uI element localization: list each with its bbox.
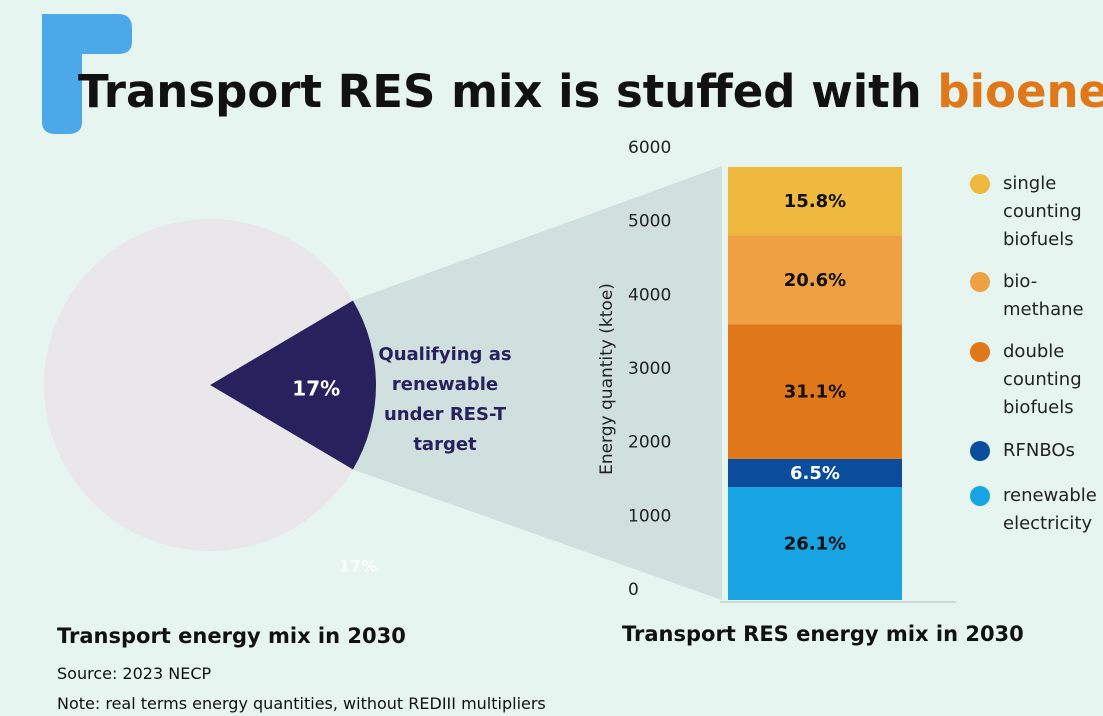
bar-value-label: 31.1% — [784, 382, 846, 403]
bar-value-label: 15.8% — [784, 191, 846, 212]
legend-marker — [970, 441, 990, 461]
bar-value-label: 20.6% — [784, 270, 846, 291]
title-text: Transport RES mix is stuffed with — [78, 65, 922, 118]
corner-decoration — [42, 14, 132, 134]
bar-segment — [728, 458, 902, 488]
y-tick-label: 4000 — [628, 285, 671, 305]
y-tick-label: 0 — [628, 580, 639, 600]
y-tick-label: 1000 — [628, 506, 671, 526]
pie-annotation: 17% — [339, 557, 377, 576]
bar-segment — [728, 487, 902, 600]
y-tick-label: 2000 — [628, 433, 671, 453]
bar-value-label: 26.1% — [784, 534, 846, 555]
y-tick-label: 3000 — [628, 359, 671, 379]
legend-marker — [970, 342, 990, 362]
bar-segment — [728, 235, 902, 325]
legend-marker — [970, 174, 990, 194]
legend-label: single counting biofuels — [1003, 173, 1082, 250]
y-axis-label: Energy quantity (ktoe) — [597, 283, 617, 475]
legend-marker — [970, 272, 990, 292]
legend-label: double counting biofuels — [1003, 341, 1082, 418]
pie-slice — [210, 300, 377, 470]
note: Note: real terms energy quantities, with… — [57, 694, 546, 713]
y-tick-label: 6000 — [628, 138, 671, 158]
pie-value-label: 17% — [292, 377, 340, 401]
legend-label: RFNBOs — [1003, 440, 1075, 461]
title: Transport RES mix is stuffed with bioene… — [78, 65, 1103, 118]
pie-title: Transport energy mix in 2030 — [57, 624, 406, 648]
y-tick-label: 5000 — [628, 212, 671, 232]
funnel — [352, 166, 722, 600]
legend-marker — [970, 486, 990, 506]
legend-label: bio-methane — [1003, 271, 1084, 320]
source: Source: 2023 NECP — [57, 664, 212, 683]
bar-value-label: 6.5% — [790, 463, 840, 484]
pie-category-label: Qualifying as renewable under RES-T targ… — [378, 344, 512, 455]
bar-segment — [728, 324, 902, 459]
bar-title: Transport RES energy mix in 2030 — [622, 622, 1024, 646]
bar-segment — [728, 166, 902, 236]
legend-label: renewable electricity — [1003, 485, 1097, 534]
title-highlight: bioenergy — [937, 65, 1103, 118]
pie-slice — [44, 218, 353, 551]
